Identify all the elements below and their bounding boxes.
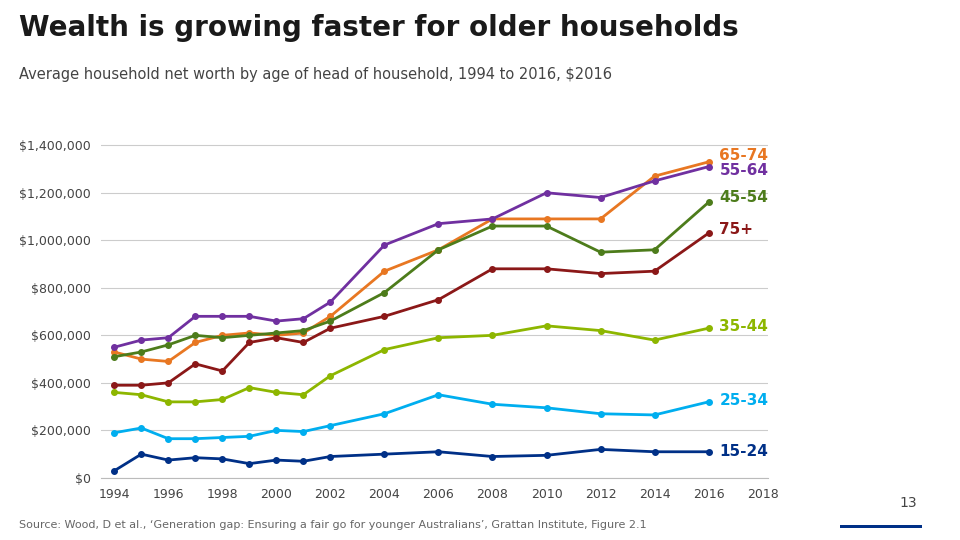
Text: 13: 13 [900, 496, 917, 510]
Text: 65-74: 65-74 [719, 148, 768, 164]
Text: Wealth is growing faster for older households: Wealth is growing faster for older house… [19, 14, 739, 42]
Text: 25-34: 25-34 [719, 393, 768, 408]
Text: Source: Wood, D et al., ‘Generation gap: Ensuring a fair go for younger Australi: Source: Wood, D et al., ‘Generation gap:… [19, 520, 647, 530]
Text: 35-44: 35-44 [719, 319, 768, 334]
Text: 15-24: 15-24 [719, 444, 768, 459]
Text: 45-54: 45-54 [719, 190, 768, 205]
Text: Average household net worth by age of head of household, 1994 to 2016, $2016: Average household net worth by age of he… [19, 68, 612, 83]
Text: 75+: 75+ [719, 222, 754, 237]
Text: 55-64: 55-64 [719, 163, 768, 178]
